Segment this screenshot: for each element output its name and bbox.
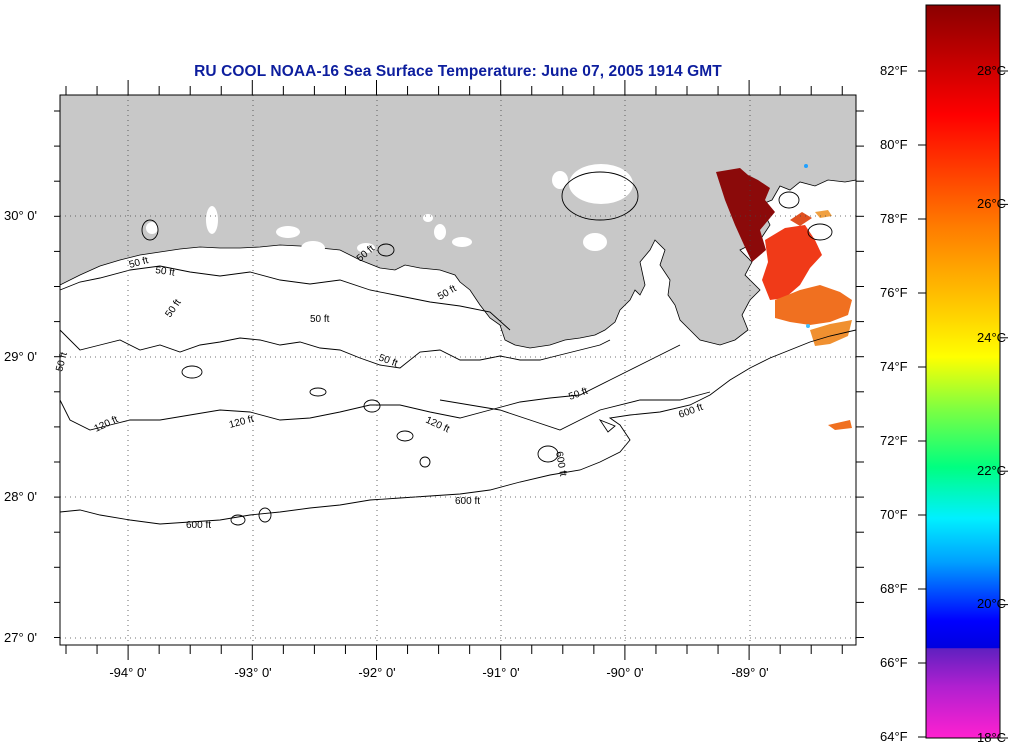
- colorbar-c-label: 18°C: [977, 730, 1007, 745]
- lat-label-28: 28° 0': [4, 489, 37, 504]
- lon-label-91: -91° 0': [482, 665, 520, 680]
- colorbar-f-label: 70°F: [880, 507, 908, 522]
- colorbar-f-label: 76°F: [880, 285, 908, 300]
- lon-label-90: -90° 0': [606, 665, 644, 680]
- lon-label-89: -89° 0': [731, 665, 769, 680]
- lat-label-27: 27° 0': [4, 630, 37, 645]
- lat-label-29: 29° 0': [4, 349, 37, 364]
- colorbar-f-label: 72°F: [880, 433, 908, 448]
- colorbar-f-label: 74°F: [880, 359, 908, 374]
- lat-label-30: 30° 0': [4, 208, 37, 223]
- contour-label: 600 ft: [553, 451, 568, 478]
- contour-label: 600 ft: [186, 520, 211, 531]
- gridlines: [60, 95, 856, 645]
- colorbar-f-label: 80°F: [880, 137, 908, 152]
- colorbar-f-label: 64°F: [880, 729, 908, 744]
- map-title: RU COOL NOAA-16 Sea Surface Temperature:…: [194, 63, 722, 80]
- colorbar-f-label: 78°F: [880, 211, 908, 226]
- lon-label-94: -94° 0': [109, 665, 147, 680]
- tick-marks: [54, 80, 864, 660]
- contour-label: 50 ft: [128, 255, 150, 271]
- colorbar-f-label: 68°F: [880, 581, 908, 596]
- colorbar-f-label: 82°F: [880, 63, 908, 78]
- contour-label: 50 ft: [155, 265, 176, 279]
- plot-border: [59, 94, 857, 646]
- colorbar-ticks: [918, 70, 1008, 739]
- contour-label: 600 ft: [455, 496, 480, 507]
- colorbar-f-label: 66°F: [880, 655, 908, 670]
- sst-warm-patches: [762, 164, 852, 430]
- colorbar-c-label: 22°C: [977, 463, 1007, 478]
- bathymetry-contours: [59, 171, 857, 526]
- colorbar-c-label: 24°C: [977, 330, 1007, 345]
- colorbar: [925, 4, 1001, 739]
- colorbar-c-label: 20°C: [977, 596, 1007, 611]
- colorbar-c-label: 26°C: [977, 196, 1007, 211]
- colorbar-c-label: 28°C: [977, 63, 1007, 78]
- lon-label-92: -92° 0': [358, 665, 396, 680]
- lon-label-93: -93° 0': [234, 665, 272, 680]
- sst-hot-patch: [716, 168, 775, 262]
- contour-label: 50 ft: [310, 314, 330, 325]
